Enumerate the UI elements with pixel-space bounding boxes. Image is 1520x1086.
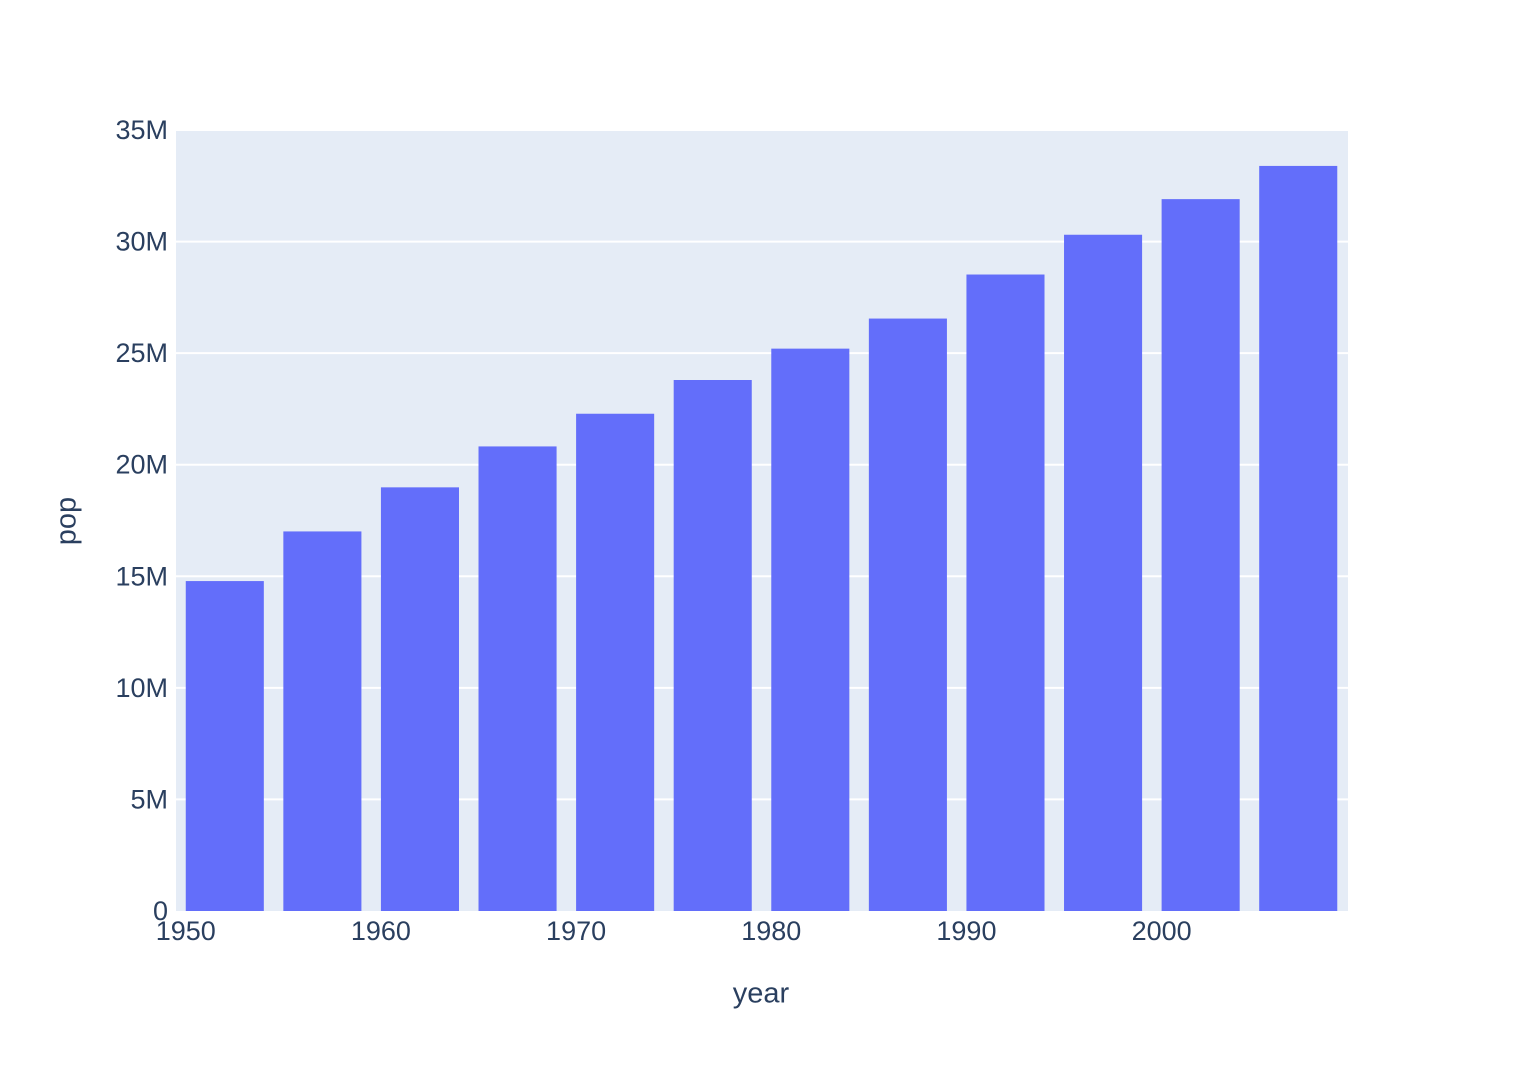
x-tick-label: 1980 <box>741 916 801 946</box>
bar-1962[interactable] <box>380 487 459 911</box>
x-tick-label: 1950 <box>156 916 216 946</box>
y-tick-label: 0 <box>153 896 168 926</box>
y-tick-label: 25M <box>115 338 168 368</box>
y-tick-label: 20M <box>115 450 168 480</box>
bar-2007[interactable] <box>1259 165 1338 911</box>
bar-1972[interactable] <box>576 413 655 911</box>
bar-2002[interactable] <box>1161 199 1240 912</box>
y-axis-title: pop <box>50 496 83 546</box>
bar-1977[interactable] <box>673 380 752 911</box>
bar-1992[interactable] <box>966 274 1045 911</box>
y-tick-label: 10M <box>115 673 168 703</box>
y-tick-label: 35M <box>115 115 168 145</box>
x-tick-label: 2000 <box>1132 916 1192 946</box>
y-tick-label: 5M <box>130 784 168 814</box>
bar-1997[interactable] <box>1064 234 1143 911</box>
x-tick-label: 1990 <box>936 916 996 946</box>
x-tick-label: 1970 <box>546 916 606 946</box>
bar-1982[interactable] <box>771 348 850 912</box>
bar-1987[interactable] <box>868 318 947 912</box>
plot-area <box>176 130 1348 911</box>
x-tick-label: 1960 <box>351 916 411 946</box>
bar-1952[interactable] <box>185 581 264 911</box>
x-axis-title: year <box>732 977 790 1010</box>
y-tick-label: 15M <box>115 561 168 591</box>
bar-1957[interactable] <box>283 531 362 911</box>
bar-1967[interactable] <box>478 446 557 911</box>
y-tick-label: 30M <box>115 227 168 257</box>
